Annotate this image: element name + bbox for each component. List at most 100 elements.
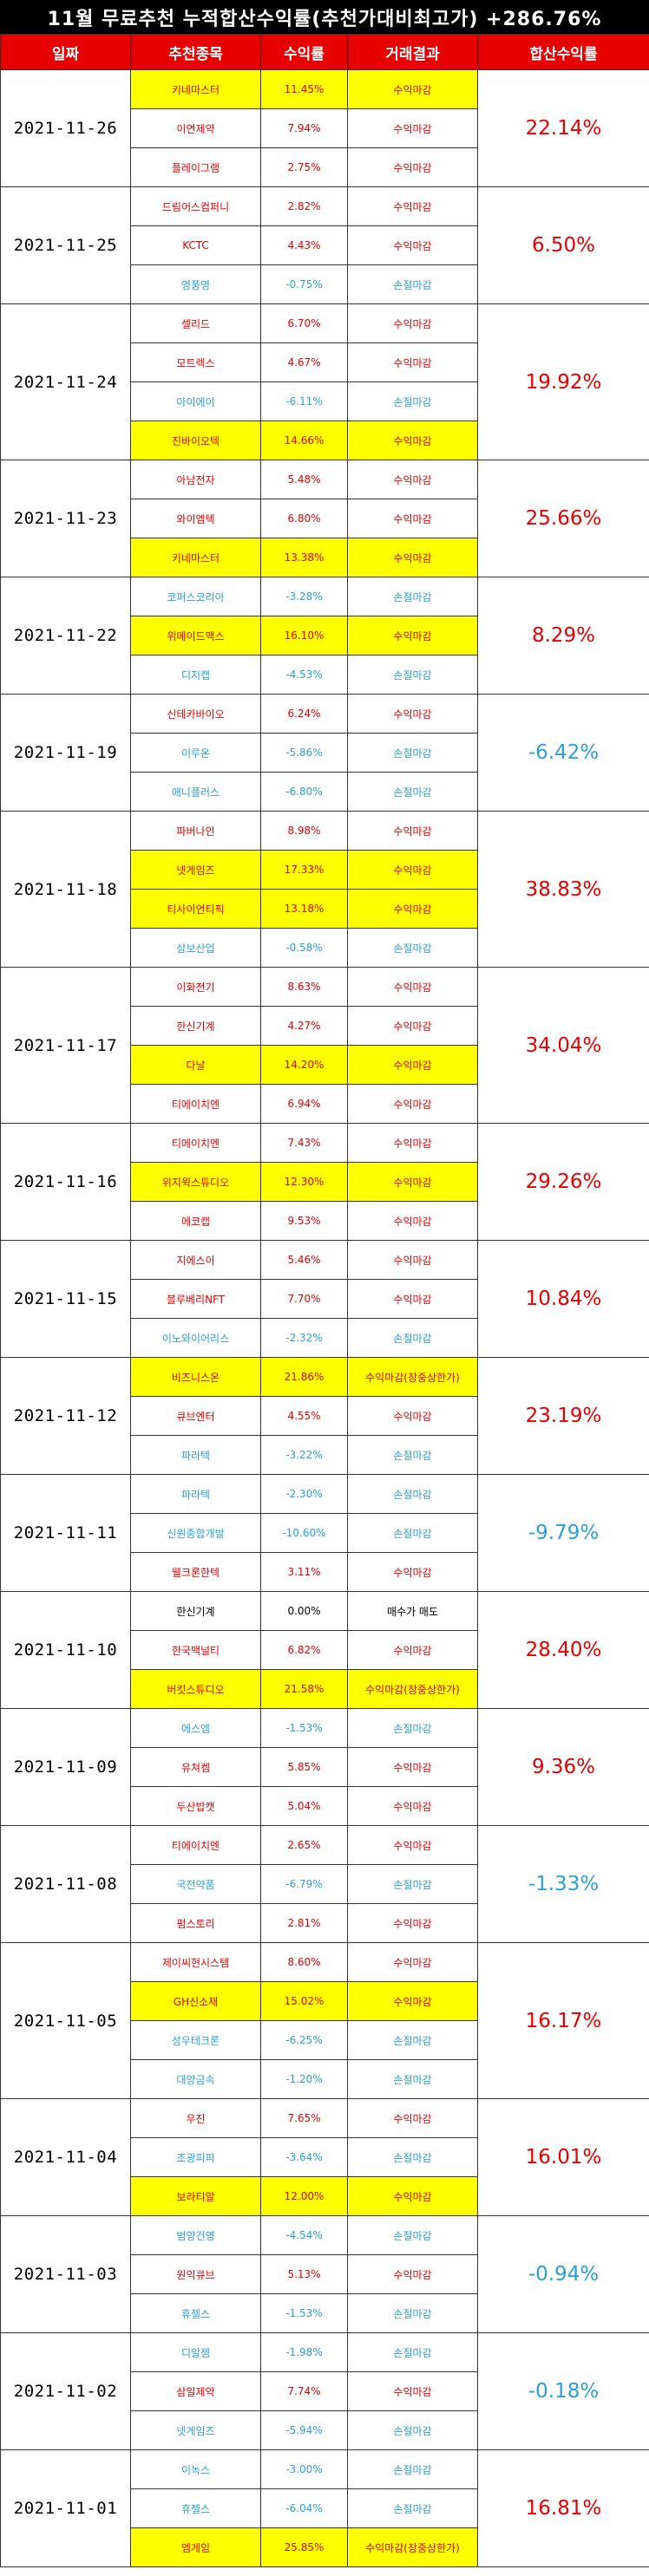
total-return-cell: 9.36% — [477, 1708, 649, 1826]
return-cell: 0.00% — [260, 1591, 348, 1631]
stock-name-cell: 티사이언티픽 — [130, 889, 261, 929]
result-cell: 수익마감 — [347, 1162, 478, 1202]
stock-name-cell: 두산밥캣 — [130, 1786, 261, 1826]
return-cell: -6.80% — [260, 772, 348, 812]
stock-name-cell: 원익큐브 — [130, 2254, 261, 2294]
table-row: 큐브엔터 4.55% 수익마감 — [1, 1396, 649, 1436]
stock-name-cell: 드림어스컴퍼니 — [130, 186, 261, 226]
result-cell: 수익마감 — [347, 2176, 478, 2216]
date-cell: 2021-11-11 — [0, 1474, 131, 1592]
page-title: 11월 무료추천 누적합산수익률(추천가대비최고가) +286.76% — [0, 0, 649, 34]
return-cell: 6.24% — [260, 694, 348, 734]
result-cell: 수익마감 — [347, 1240, 478, 1280]
date-cell: 2021-11-24 — [0, 303, 131, 460]
result-cell: 손절마감 — [347, 928, 478, 968]
result-cell: 수익마감 — [347, 1630, 478, 1670]
stock-name-cell: 티에이치엔 — [130, 1123, 261, 1163]
return-cell: 12.30% — [260, 1162, 348, 1202]
result-cell: 손절마감 — [347, 733, 478, 773]
stock-name-cell: 한신기계 — [130, 1006, 261, 1046]
result-cell: 손절마감 — [347, 2332, 478, 2372]
total-return-cell: -0.18% — [477, 2332, 649, 2450]
total-return-cell: 29.26% — [477, 1123, 649, 1241]
return-cell: -5.86% — [260, 733, 348, 773]
total-return-cell: -1.33% — [477, 1825, 649, 1943]
table-row: 삼일제약 7.74% 수익마감 — [1, 2371, 649, 2411]
table-row: 2021-11-23 아남전자 5.48% 수익마감 25.66% — [0, 460, 649, 577]
table-row: 키네마스터 13.38% 수익마감 — [1, 538, 649, 577]
stock-name-cell: 범양건영 — [130, 2215, 261, 2255]
date-cell: 2021-11-23 — [0, 460, 131, 577]
table-row: 2021-11-19 신테카바이오 6.24% 수익마감 -6.42% — [0, 694, 649, 812]
table-row: 티에이치엔 6.94% 수익마감 — [1, 1084, 649, 1124]
stock-name-cell: 티에이치엔 — [130, 1084, 261, 1124]
result-cell: 손절마감 — [347, 1318, 478, 1358]
stock-name-cell: 큐브엔터 — [130, 1396, 261, 1436]
table-row: 2021-11-22 코퍼스코리아 -3.28% 손절마감 8.29% — [0, 577, 649, 695]
result-cell: 수익마감 — [347, 889, 478, 929]
result-cell: 손절마감 — [347, 1474, 478, 1514]
return-cell: -5.94% — [260, 2410, 348, 2450]
stock-name-cell: 파라텍 — [130, 1474, 261, 1514]
table-row: 2021-11-04 우진 7.65% 수익마감 16.01% — [0, 2098, 649, 2216]
stock-name-cell: 비즈니스온 — [130, 1357, 261, 1397]
date-cell: 2021-11-04 — [0, 2098, 131, 2216]
stock-name-cell: 모트렉스 — [130, 342, 261, 382]
return-cell: -1.20% — [260, 2059, 348, 2099]
return-cell: 5.13% — [260, 2254, 348, 2294]
table-row: 아이에이 -6.11% 손절마감 — [1, 382, 649, 421]
stock-name-cell: 위메이드맥스 — [130, 616, 261, 655]
result-cell: 수익마감 — [347, 421, 478, 460]
stock-name-cell: 와이엠텍 — [130, 499, 261, 538]
result-cell: 손절마감 — [347, 2020, 478, 2060]
result-cell: 수익마감(장중상한가) — [347, 1357, 478, 1397]
table-row: 2021-11-18 파버나인 8.98% 수익마감 38.83% — [0, 811, 649, 968]
return-cell: 2.82% — [260, 186, 348, 226]
return-cell: 7.74% — [260, 2371, 348, 2411]
return-cell: -1.53% — [260, 1708, 348, 1748]
stock-name-cell: 펌스토리 — [130, 1903, 261, 1943]
stock-name-cell: 한국맥널티 — [130, 1630, 261, 1670]
date-cell: 2021-11-18 — [0, 811, 131, 968]
table-row: 2021-11-16 티에이치엔 7.43% 수익마감 29.26% — [0, 1123, 649, 1241]
return-cell: -1.98% — [260, 2332, 348, 2372]
result-cell: 수익마감 — [347, 303, 478, 343]
return-cell: 14.66% — [260, 421, 348, 460]
total-return-cell: 8.29% — [477, 577, 649, 695]
result-cell: 수익마감 — [347, 1201, 478, 1241]
return-cell: -10.60% — [260, 1513, 348, 1553]
result-cell: 손절마감 — [347, 1435, 478, 1475]
stock-name-cell: 영풍영 — [130, 264, 261, 304]
return-cell: 21.58% — [260, 1669, 348, 1709]
stock-name-cell: 아이에이 — [130, 382, 261, 421]
return-cell: -2.30% — [260, 1474, 348, 1514]
table-row: 국전약품 -6.79% 손절마감 — [1, 1864, 649, 1904]
total-return-cell: 22.14% — [477, 69, 649, 187]
stock-name-cell: 이녹스 — [130, 2449, 261, 2489]
date-cell: 2021-11-08 — [0, 1825, 131, 1943]
return-cell: 14.20% — [260, 1045, 348, 1085]
stock-name-cell: 셀리드 — [130, 303, 261, 343]
result-cell: 손절마감 — [347, 772, 478, 812]
return-cell: -1.53% — [260, 2293, 348, 2333]
stock-name-cell: 엠게임 — [130, 2527, 261, 2567]
stock-name-cell: 아남전자 — [130, 460, 261, 499]
date-cell: 2021-11-25 — [0, 186, 131, 304]
table-row: 이연제약 7.94% 수익마감 — [1, 108, 649, 148]
table-row: 2021-11-15 지에스이 5.46% 수익마감 10.84% — [0, 1240, 649, 1358]
result-cell: 수익마감 — [347, 850, 478, 890]
result-cell: 손절마감 — [347, 2215, 478, 2255]
return-cell: 2.65% — [260, 1825, 348, 1865]
table-row: 대양금속 -1.20% 손절마감 — [1, 2059, 649, 2099]
result-cell: 손절마감 — [347, 2488, 478, 2528]
return-cell: 5.46% — [260, 1240, 348, 1280]
result-cell: 수익마감 — [347, 1123, 478, 1163]
return-cell: 5.48% — [260, 460, 348, 499]
table-row: 엠게임 25.85% 수익마감(장중상한가) — [1, 2527, 649, 2567]
return-cell: 3.11% — [260, 1552, 348, 1592]
result-cell: 수익마감 — [347, 460, 478, 499]
date-cell: 2021-11-12 — [0, 1357, 131, 1475]
result-cell: 수익마감 — [347, 811, 478, 851]
total-return-cell: 16.17% — [477, 1942, 649, 2099]
table-row: 2021-11-03 범양건영 -4.54% 손절마감 -0.94% — [0, 2215, 649, 2333]
